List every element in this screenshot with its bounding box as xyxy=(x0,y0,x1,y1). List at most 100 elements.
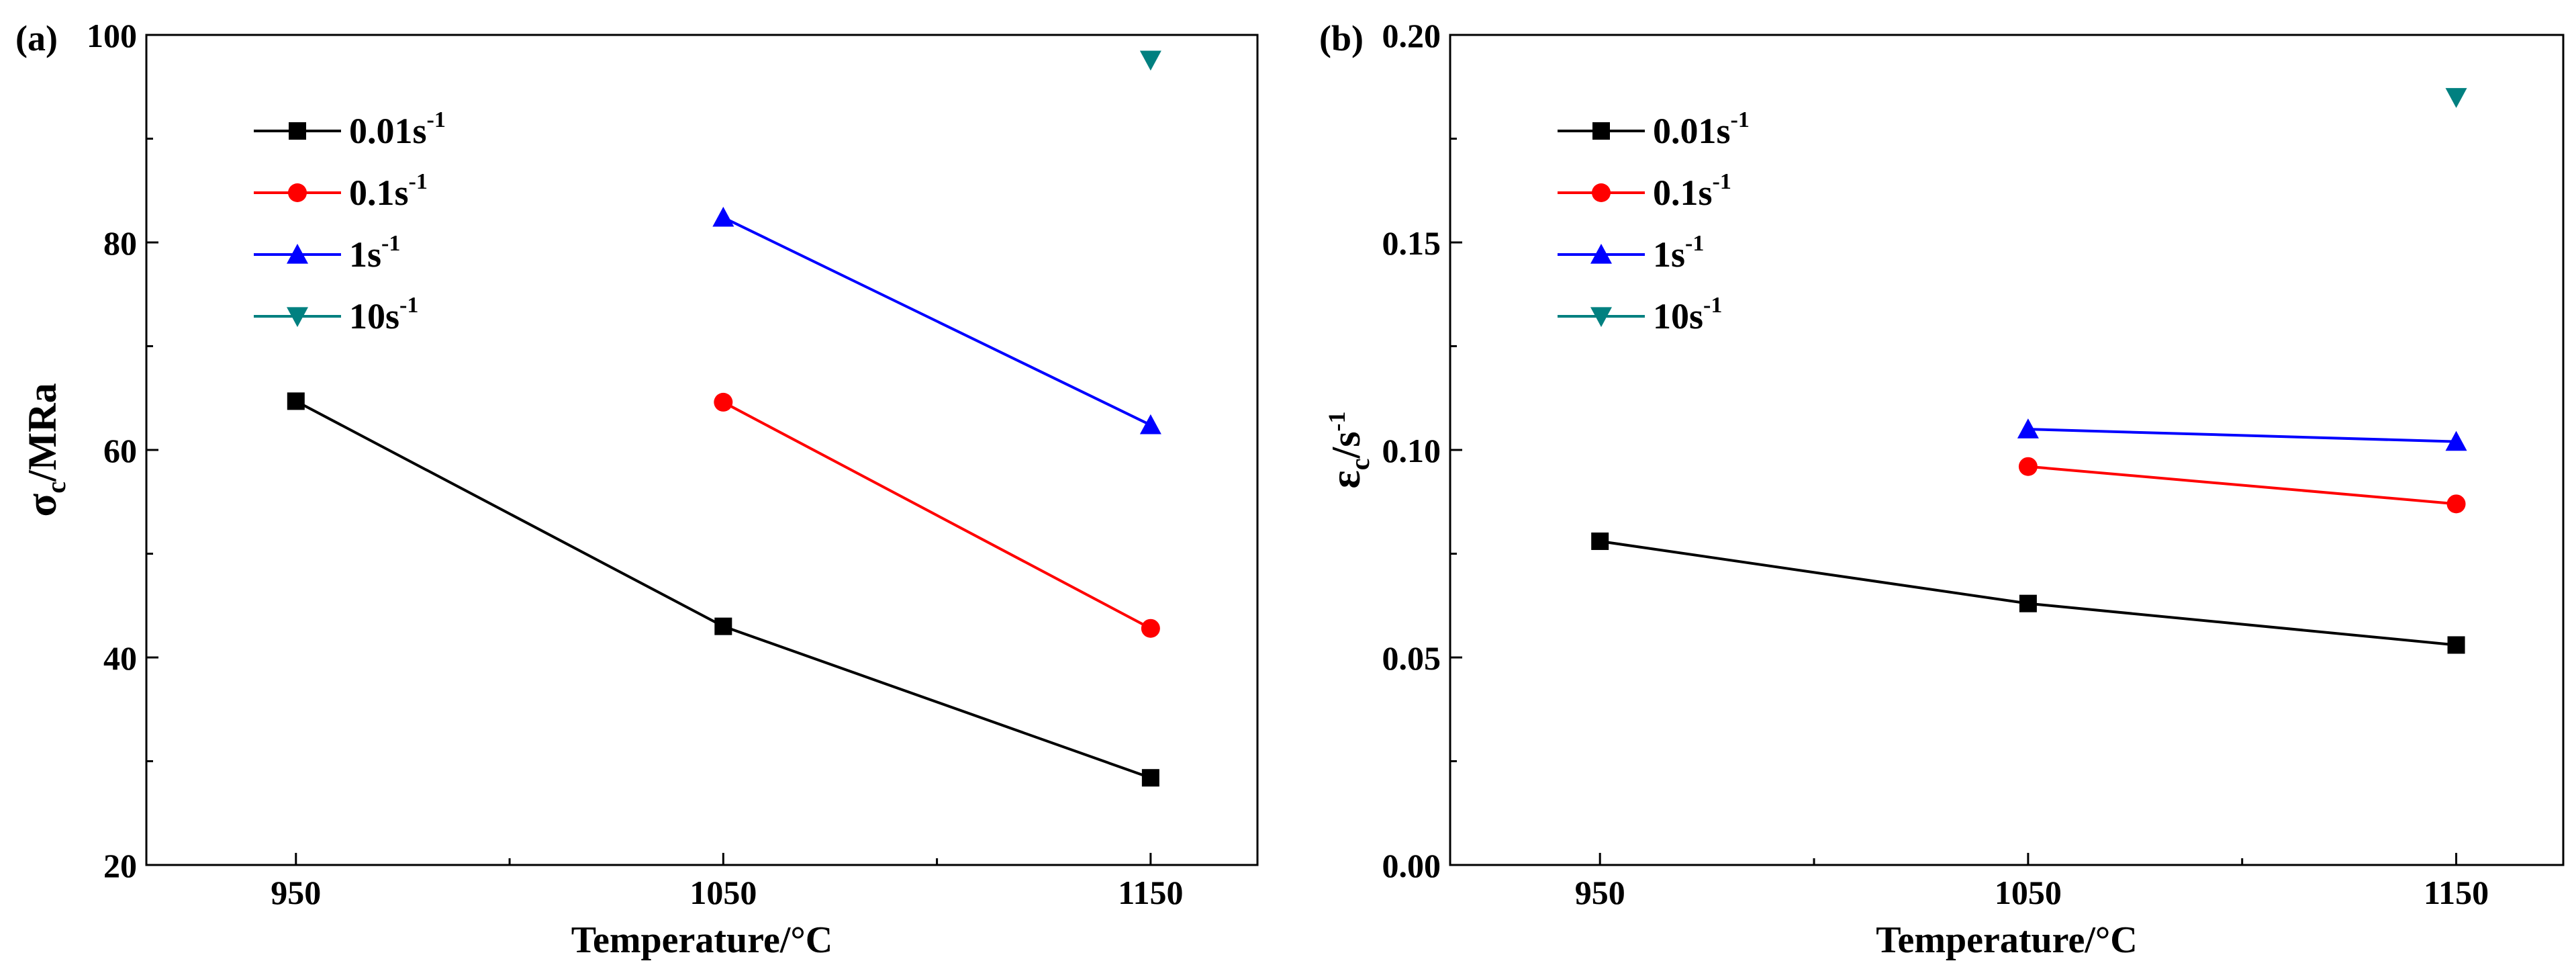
data-point xyxy=(2018,457,2038,476)
series-1 xyxy=(2017,418,2467,451)
y-axis-title-main: ε xyxy=(1321,470,1369,488)
x-axis-title: Temperature/°C xyxy=(1876,919,2137,961)
legend-item: 1s-1 xyxy=(254,231,400,275)
panel-label: (a) xyxy=(15,18,58,58)
y-tick-label: 100 xyxy=(87,17,137,54)
y-axis-title-main: σ xyxy=(17,494,65,517)
legend-label-base: 10s xyxy=(349,296,399,336)
y-tick-label: 60 xyxy=(103,432,137,469)
legend-label: 0.01s-1 xyxy=(349,107,446,151)
data-point xyxy=(2446,494,2466,514)
legend-marker xyxy=(288,183,307,202)
series-10 xyxy=(2445,88,2467,108)
series-line xyxy=(2028,428,2456,443)
y-tick-label: 0.10 xyxy=(1382,432,1441,469)
legend-label-sup: -1 xyxy=(1731,107,1750,132)
series-0_1 xyxy=(714,392,1160,638)
data-point xyxy=(2017,418,2039,439)
y-tick-label: 40 xyxy=(103,639,137,677)
legend-label-sup: -1 xyxy=(399,293,418,318)
y-tick-label: 0.00 xyxy=(1382,847,1441,884)
y-tick-label: 20 xyxy=(103,847,137,884)
legend-label: 1s-1 xyxy=(1653,231,1704,275)
series-line xyxy=(2028,465,2456,506)
series-1 xyxy=(712,206,1161,434)
series-line xyxy=(722,401,1151,630)
legend-item: 0.01s-1 xyxy=(1558,107,1750,151)
data-point xyxy=(2445,88,2467,108)
panel-b: (b) 0.00 0.05 0.10 0.15 0.20 950 1050 1150 Temper… xyxy=(1319,17,2565,961)
data-point xyxy=(712,206,734,227)
legend-marker xyxy=(1590,307,1612,327)
legend-label-base: 0.01s xyxy=(349,111,427,151)
data-point xyxy=(2445,430,2467,451)
legend-label-sup: -1 xyxy=(1713,169,1731,194)
legend-label-base: 1s xyxy=(349,234,381,275)
data-point xyxy=(287,392,305,410)
legend-label-sup: -1 xyxy=(381,231,400,256)
legend-label-sup: -1 xyxy=(409,169,428,194)
legend-item: 0.1s-1 xyxy=(1558,169,1731,213)
series-10 xyxy=(1139,50,1161,71)
data-point xyxy=(1141,769,1159,787)
x-tick-label: 1150 xyxy=(2424,874,2489,911)
x-axis-title: Temperature/°C xyxy=(571,919,832,961)
x-tick-label: 1150 xyxy=(1118,874,1183,911)
x-tick-label: 1050 xyxy=(1995,874,2062,911)
series-0_01 xyxy=(287,392,1159,787)
data-point xyxy=(2447,636,2465,654)
legend-label-base: 10s xyxy=(1653,296,1703,336)
y-axis-title-sub: c xyxy=(41,482,71,494)
plot-frame xyxy=(1449,34,2565,866)
legend-label: 0.1s-1 xyxy=(349,169,428,213)
x-tick-label: 950 xyxy=(271,874,321,911)
x-tick-label: 1050 xyxy=(689,874,757,911)
legend-label: 0.01s-1 xyxy=(1653,107,1750,151)
legend-label-base: 0.1s xyxy=(349,173,409,213)
legend-label: 10s-1 xyxy=(1653,293,1722,336)
legend-label-base: 0.01s xyxy=(1653,111,1731,151)
y-tick-label: 0.05 xyxy=(1382,639,1441,677)
y-tick-label: 80 xyxy=(103,224,137,262)
x-tick-label: 950 xyxy=(1575,874,1625,911)
legend-item: 0.1s-1 xyxy=(254,169,428,213)
y-axis-title-rest: /MRa xyxy=(20,383,64,482)
series-line xyxy=(1599,539,2456,647)
legend-label: 10s-1 xyxy=(349,293,418,336)
y-tick-label: 0.20 xyxy=(1382,17,1441,54)
y-axis-title: εc/s-1 xyxy=(1321,411,1375,488)
legend-marker xyxy=(1592,122,1610,140)
legend-marker xyxy=(1592,183,1611,202)
data-point xyxy=(714,392,733,412)
panel-a: (a) 20 40 60 80 100 950 1050 1150 Temperature/°C σ… xyxy=(15,17,1259,961)
legend-label-base: 0.1s xyxy=(1653,173,1713,213)
series-line xyxy=(722,216,1151,426)
plot-frame xyxy=(145,34,1259,866)
legend-label-sup: -1 xyxy=(427,107,446,132)
data-point xyxy=(1139,414,1161,434)
data-point xyxy=(1139,50,1161,71)
y-axis-title: σc/MRa xyxy=(17,383,71,516)
data-point xyxy=(1591,532,1609,550)
legend-marker xyxy=(287,307,308,327)
y-axis-title-rest: /s xyxy=(1324,431,1368,459)
legend-label: 1s-1 xyxy=(349,231,400,275)
y-axis-title-sub: c xyxy=(1345,458,1375,470)
legend-item: 0.01s-1 xyxy=(254,107,446,151)
legend-marker xyxy=(287,244,308,264)
legend-item: 1s-1 xyxy=(1558,231,1704,275)
legend-marker xyxy=(1590,244,1612,264)
y-tick-label: 0.15 xyxy=(1382,224,1441,262)
series-0_1 xyxy=(2018,457,2466,514)
y-axis-title-sup: -1 xyxy=(1323,411,1350,431)
legend-label-base: 1s xyxy=(1653,234,1685,275)
legend-item: 10s-1 xyxy=(254,293,418,336)
panel-label: (b) xyxy=(1319,18,1364,58)
legend-marker xyxy=(289,122,306,140)
legend-label-sup: -1 xyxy=(1685,231,1704,256)
data-point xyxy=(1141,619,1160,638)
legend-label-sup: -1 xyxy=(1703,293,1722,318)
series-0_01 xyxy=(1591,532,2465,654)
series-line xyxy=(295,400,1151,780)
